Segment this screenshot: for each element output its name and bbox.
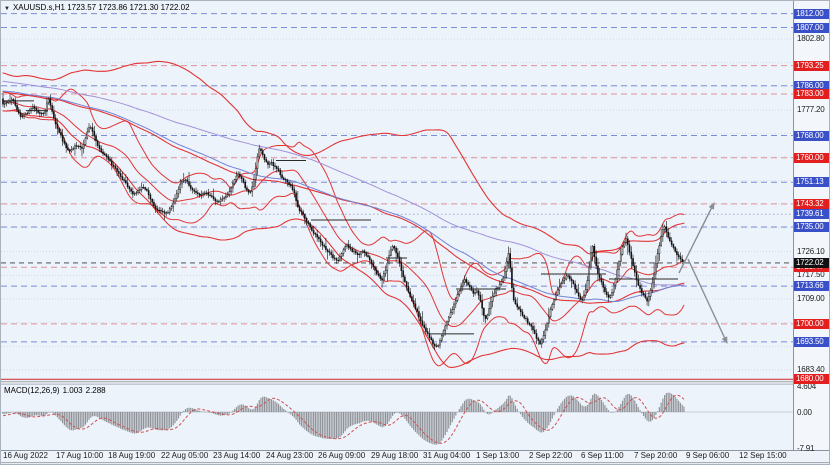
price-level-badge: 1768.00: [794, 131, 829, 141]
time-tick-label: 31 Aug 04:00: [423, 451, 471, 460]
price-level-badge: 1680.00: [794, 374, 829, 384]
price-gridlines: [1, 38, 793, 371]
price-tick-label: 1709.00: [797, 294, 825, 303]
macd-scale-max: 4.604: [797, 382, 817, 391]
time-tick-label: 23 Aug 14:00: [213, 451, 261, 460]
slow-ma-line: [2, 80, 685, 286]
price-level-badge: 1807.00: [794, 23, 829, 33]
up-trend-arrow[interactable]: [678, 202, 715, 274]
bollinger-lower: [2, 109, 685, 367]
macd-value-signal: 2.288: [85, 386, 106, 395]
price-level-badge: 1760.00: [794, 153, 829, 163]
time-tick-label: 17 Aug 10:00: [56, 451, 104, 460]
bollinger-upper: [2, 60, 685, 255]
price-level-badge: 1786.00: [794, 81, 829, 91]
chart-title-text: XAUUSD.s,H1 1723.57 1723.86 1721.30 1722…: [12, 3, 190, 12]
bollinger-lower: [2, 110, 685, 368]
price-tick-label: 1777.20: [797, 105, 825, 114]
horizontal-ray-objects[interactable]: [3, 100, 678, 335]
macd-scale-min: -7.91: [797, 444, 815, 453]
time-tick-label: 12 Sep 15:00: [739, 451, 787, 460]
bollinger-bands: [2, 60, 685, 368]
bollinger-middle: [2, 101, 685, 327]
time-tick-label: 22 Aug 05:00: [161, 451, 209, 460]
time-tick-label: 2 Sep 22:00: [529, 451, 573, 460]
price-level-badge: 1793.25: [794, 61, 829, 71]
window-bottom-edge: [1, 462, 829, 464]
price-tick-label: 1802.80: [797, 34, 825, 43]
fast-ma-line: [2, 90, 685, 302]
down-trend-arrow[interactable]: [687, 258, 728, 344]
price-level-badge: 1700.00: [794, 319, 829, 329]
candles: [2, 93, 685, 350]
time-tick-label: 16 Aug 2022: [3, 451, 48, 460]
price-level-badge: 1693.50: [794, 337, 829, 347]
time-tick-label: 26 Aug 09:00: [318, 451, 366, 460]
price-level-badge: 1743.32: [794, 199, 829, 209]
price-level-badge: 1783.00: [794, 89, 829, 99]
price-level-badge: 1739.61: [794, 209, 829, 219]
price-level-badge: 1722.02: [794, 258, 829, 268]
trend-arrow-objects[interactable]: [678, 202, 728, 344]
macd-scale-zero: 0.00: [797, 408, 812, 417]
time-tick-label: 9 Sep 06:00: [686, 451, 730, 460]
time-axis[interactable]: [1, 450, 829, 463]
price-level-badge: 1751.13: [794, 177, 829, 187]
price-level-badge: 1713.66: [794, 281, 829, 291]
macd-signal-line: [2, 394, 685, 444]
time-tick-label: 6 Sep 11:00: [581, 451, 624, 460]
price-tick-label: 1726.10: [797, 247, 825, 256]
macd-panel: [1, 392, 793, 445]
macd-value-main: 1.003: [62, 386, 83, 395]
collapse-indicator-icon: ▼: [4, 6, 10, 12]
time-tick-label: 1 Sep 13:00: [476, 451, 520, 460]
price-level-badge: 1812.00: [794, 9, 829, 19]
price-tick-label: 1717.50: [797, 270, 825, 279]
price-tick-label: 1683.40: [797, 365, 825, 374]
time-tick-label: 24 Aug 23:00: [266, 451, 314, 460]
panel-separator[interactable]: [1, 381, 830, 385]
time-tick-label: 7 Sep 20:00: [634, 451, 678, 460]
macd-indicator-label: MACD(12,26,9) 1.003 2.288: [4, 386, 109, 395]
moving-averages: [2, 80, 685, 302]
bollinger-middle: [2, 91, 685, 304]
time-tick-label: 18 Aug 19:00: [108, 451, 156, 460]
time-tick-label: 29 Aug 18:00: [371, 451, 419, 460]
price-level-badge: 1735.00: [794, 222, 829, 232]
chart-title: ▼ XAUUSD.s,H1 1723.57 1723.86 1721.30 172…: [4, 3, 190, 12]
macd-name: MACD(12,26,9): [4, 386, 60, 395]
